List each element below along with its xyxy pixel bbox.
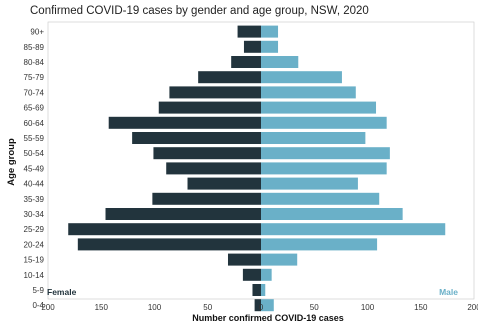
y-tick-label: 30-34 (24, 210, 45, 219)
y-tick-label: 55-59 (24, 134, 45, 143)
y-tick-label: 10-14 (24, 271, 45, 280)
y-tick-label: 65-69 (24, 104, 45, 113)
bar-female-65-69 (158, 101, 261, 114)
x-tick-label: 100 (361, 303, 375, 312)
bar-female-20-24 (77, 238, 261, 251)
bar-male-65-69 (261, 101, 377, 114)
bar-female-80-84 (231, 56, 261, 68)
y-tick-label: 45-49 (24, 164, 45, 173)
y-axis-label: Age group (6, 138, 17, 186)
x-tick-label: 50 (203, 303, 212, 312)
bar-female-30-34 (105, 208, 261, 220)
bar-male-35-39 (261, 192, 380, 205)
bar-female-25-29 (68, 223, 261, 236)
bar-female-10-14 (242, 268, 261, 281)
legend-male-label: Male (439, 287, 458, 297)
legend-female-label: Female (47, 287, 77, 297)
bar-female-0-4 (254, 299, 261, 312)
y-tick-label: 35-39 (24, 195, 45, 204)
y-tick-label: 70-74 (24, 88, 45, 97)
bar-female-40-44 (187, 177, 261, 190)
x-tick-label: 200 (41, 303, 55, 312)
bar-female-45-49 (166, 162, 261, 175)
bar-male-45-49 (261, 162, 387, 175)
bar-female-75-79 (198, 71, 261, 84)
bar-male-0-4 (261, 299, 274, 312)
bar-female-50-54 (153, 147, 261, 160)
bars-group (68, 25, 446, 312)
y-tick-label: 40-44 (24, 180, 45, 189)
bar-male-75-79 (261, 71, 342, 84)
bar-male-40-44 (261, 177, 358, 190)
bar-male-15-19 (261, 253, 298, 266)
bar-female-85-89 (243, 40, 261, 53)
bar-male-60-64 (261, 116, 387, 129)
x-tick-label: 200 (467, 303, 478, 312)
y-tick-label: 0-4 (32, 301, 44, 310)
bar-male-25-29 (261, 223, 446, 236)
x-tick-label: 150 (95, 303, 109, 312)
x-tick-label: 50 (310, 303, 319, 312)
y-tick-label: 60-64 (24, 119, 45, 128)
bar-female-35-39 (152, 192, 261, 205)
y-tick-label: 80-84 (24, 58, 45, 67)
bar-female-70-74 (169, 86, 261, 99)
bar-male-50-54 (261, 147, 390, 160)
y-tick-label: 50-54 (24, 149, 45, 158)
bar-female-55-59 (132, 132, 261, 144)
x-tick-labels: 200 150 100 50 0 50 100 150 200 (41, 303, 478, 312)
bar-male-20-24 (261, 238, 378, 251)
plot-area-border (47, 21, 475, 300)
y-tick-label: 15-19 (24, 256, 45, 265)
bar-female-5-9 (252, 284, 261, 296)
y-tick-label: 5-9 (32, 286, 44, 295)
bar-male-55-59 (261, 132, 366, 144)
y-tick-label: 75-79 (24, 73, 45, 82)
bar-male-70-74 (261, 86, 356, 99)
y-tick-label: 20-24 (24, 240, 45, 249)
bar-male-85-89 (261, 40, 279, 53)
y-tick-label: 90+ (30, 28, 44, 37)
y-tick-labels: 90+ 85-89 80-84 75-79 70-74 65-69 60-64 55-59 50… (24, 28, 45, 311)
y-tick-label: 85-89 (24, 43, 45, 52)
x-tick-label: 0 (259, 303, 264, 312)
x-tick-label: 100 (148, 303, 162, 312)
x-tick-label: 150 (414, 303, 428, 312)
bar-male-80-84 (261, 56, 299, 68)
bar-male-5-9 (261, 284, 266, 296)
bar-male-10-14 (261, 268, 272, 281)
bar-female-60-64 (108, 116, 261, 129)
bar-female-15-19 (227, 253, 261, 266)
bar-male-30-34 (261, 208, 403, 220)
x-axis-label: Number confirmed COVID-19 cases (192, 313, 344, 322)
bar-female-90+ (237, 25, 261, 38)
chart-title: Confirmed COVID-19 cases by gender and a… (30, 5, 369, 17)
y-tick-label: 25-29 (24, 225, 45, 234)
bar-male-90+ (261, 25, 279, 38)
